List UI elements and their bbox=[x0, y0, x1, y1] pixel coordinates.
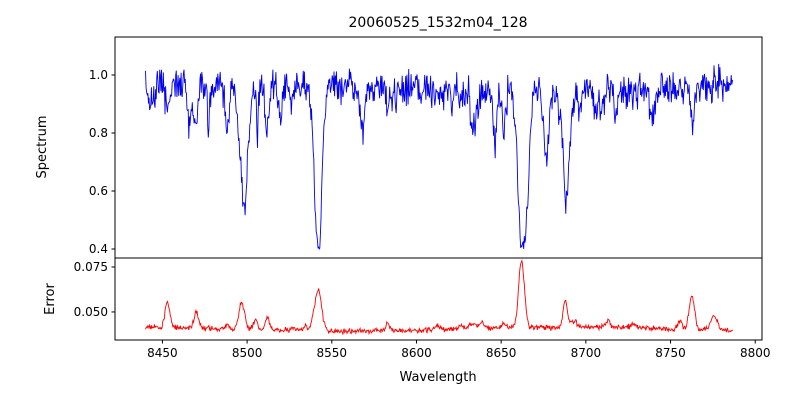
spectrum-panel-border bbox=[114, 36, 763, 259]
x-tick-label: 8650 bbox=[486, 346, 517, 360]
spectrum-y-axis-label: Spectrum bbox=[35, 116, 50, 179]
spectrum-y-tick-label: 0.6 bbox=[89, 184, 108, 198]
x-tick-label: 8500 bbox=[232, 346, 263, 360]
spectrum-y-tick-label: 0.4 bbox=[89, 242, 108, 256]
x-axis-ticks: 8450 8500 8550 8600 8650 8700 8750 8800 bbox=[147, 340, 770, 360]
error-panel-border bbox=[114, 257, 763, 341]
x-tick-label: 8700 bbox=[571, 346, 602, 360]
spectrum-y-tick-label: 0.8 bbox=[89, 126, 108, 140]
chart-title: 20060525_1532m04_128 bbox=[348, 15, 527, 31]
x-tick-label: 8450 bbox=[147, 346, 178, 360]
error-y-axis-label: Error bbox=[43, 283, 58, 315]
error-line-series bbox=[145, 259, 733, 336]
error-y-axis-ticks: 0.050 0.075 bbox=[74, 260, 115, 319]
spectrum-y-axis-ticks: 0.4 0.6 0.8 1.0 bbox=[89, 68, 115, 256]
spectrum-line-series bbox=[145, 63, 734, 251]
error-y-tick-label: 0.050 bbox=[74, 305, 108, 319]
x-axis-label: Wavelength bbox=[399, 370, 476, 385]
x-tick-label: 8600 bbox=[401, 346, 432, 360]
x-tick-label: 8750 bbox=[655, 346, 686, 360]
spectrum-y-tick-label: 1.0 bbox=[89, 68, 108, 82]
x-tick-label: 8800 bbox=[740, 346, 771, 360]
error-y-tick-label: 0.075 bbox=[74, 260, 108, 274]
x-tick-label: 8550 bbox=[317, 346, 348, 360]
